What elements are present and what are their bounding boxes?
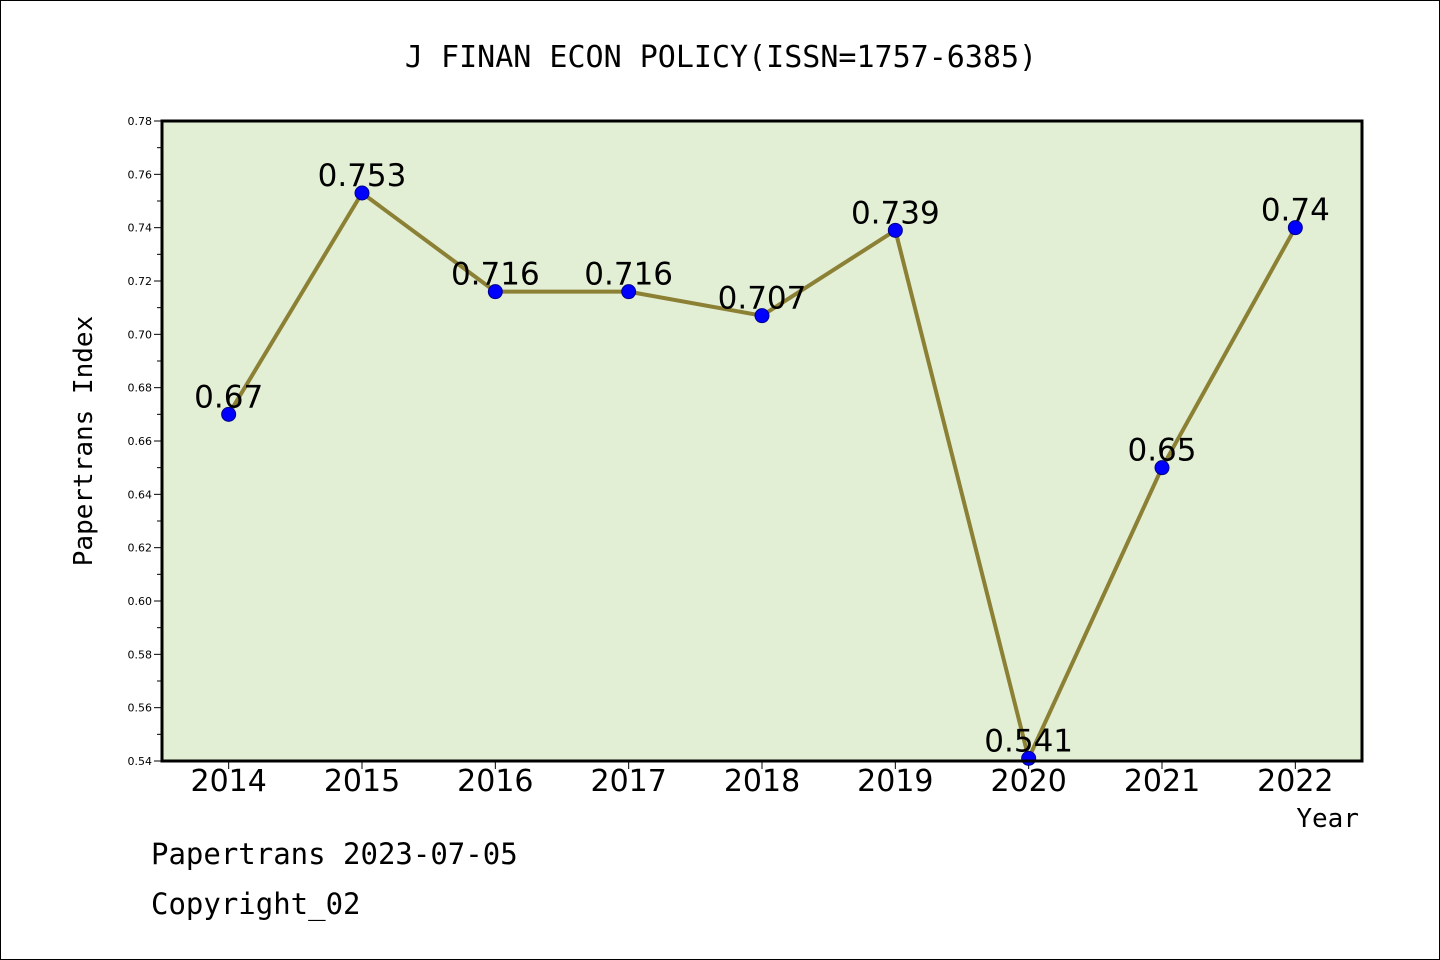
data-point xyxy=(754,308,770,324)
x-tick-label: 2020 xyxy=(990,764,1066,799)
y-tick-label: 0.60 xyxy=(128,595,153,608)
y-tick-label: 0.66 xyxy=(128,435,153,448)
data-label: 0.541 xyxy=(984,723,1073,759)
y-tick-label: 0.72 xyxy=(128,275,153,288)
chart-title: J FINAN ECON POLICY(ISSN=1757-6385) xyxy=(405,40,1037,75)
data-point xyxy=(887,222,903,238)
x-tick-label: 2017 xyxy=(590,764,666,799)
footer-copyright: Copyright_02 xyxy=(151,887,361,921)
data-label: 0.74 xyxy=(1261,193,1330,229)
y-tick-label: 0.56 xyxy=(128,702,153,715)
x-tick-label: 2014 xyxy=(190,764,266,799)
data-label: 0.707 xyxy=(718,281,807,317)
y-tick-label: 0.70 xyxy=(128,328,153,341)
x-tick-label: 2018 xyxy=(724,764,800,799)
plot-area xyxy=(162,121,1362,761)
x-tick-label: 2019 xyxy=(857,764,933,799)
x-tick-label: 2022 xyxy=(1257,764,1333,799)
x-tick-label: 2015 xyxy=(324,764,400,799)
data-label: 0.739 xyxy=(851,195,940,231)
data-point xyxy=(1287,220,1303,236)
y-tick-label: 0.68 xyxy=(128,382,153,395)
data-point xyxy=(487,284,503,300)
y-tick-label: 0.58 xyxy=(128,648,153,661)
data-point xyxy=(1154,460,1170,476)
y-tick-label: 0.54 xyxy=(128,755,153,768)
x-tick-label: 2021 xyxy=(1124,764,1200,799)
y-tick-label: 0.78 xyxy=(128,115,153,128)
data-label: 0.67 xyxy=(194,379,263,415)
data-point xyxy=(621,284,637,300)
y-axis: 0.54 0.56 0.58 0.60 0.62 0.64 0.66 0.68 0.70 0.72… xyxy=(128,115,162,768)
x-axis-label: Year xyxy=(1296,804,1359,834)
footer-date: Papertrans 2023-07-05 xyxy=(151,837,518,871)
y-tick-label: 0.74 xyxy=(128,222,153,235)
y-tick-label: 0.64 xyxy=(128,488,153,501)
data-point xyxy=(354,185,370,201)
y-tick-label: 0.76 xyxy=(128,168,153,181)
x-axis: 2014 2015 2016 2017 2018 2019 2020 2021 2022 xyxy=(190,761,1334,799)
series-points xyxy=(221,185,1303,766)
data-label: 0.716 xyxy=(451,257,540,293)
data-labels: 0.67 0.753 0.716 0.716 0.707 0.739 0.541 0.65 0.… xyxy=(194,158,1330,759)
y-axis-label: Papertrans Index xyxy=(69,316,99,566)
y-tick-label: 0.62 xyxy=(128,542,153,555)
data-label: 0.753 xyxy=(318,158,407,194)
x-tick-label: 2016 xyxy=(457,764,533,799)
data-label: 0.65 xyxy=(1127,433,1196,469)
data-label: 0.716 xyxy=(584,257,673,293)
plot-border xyxy=(160,119,1364,763)
data-point xyxy=(221,406,237,422)
